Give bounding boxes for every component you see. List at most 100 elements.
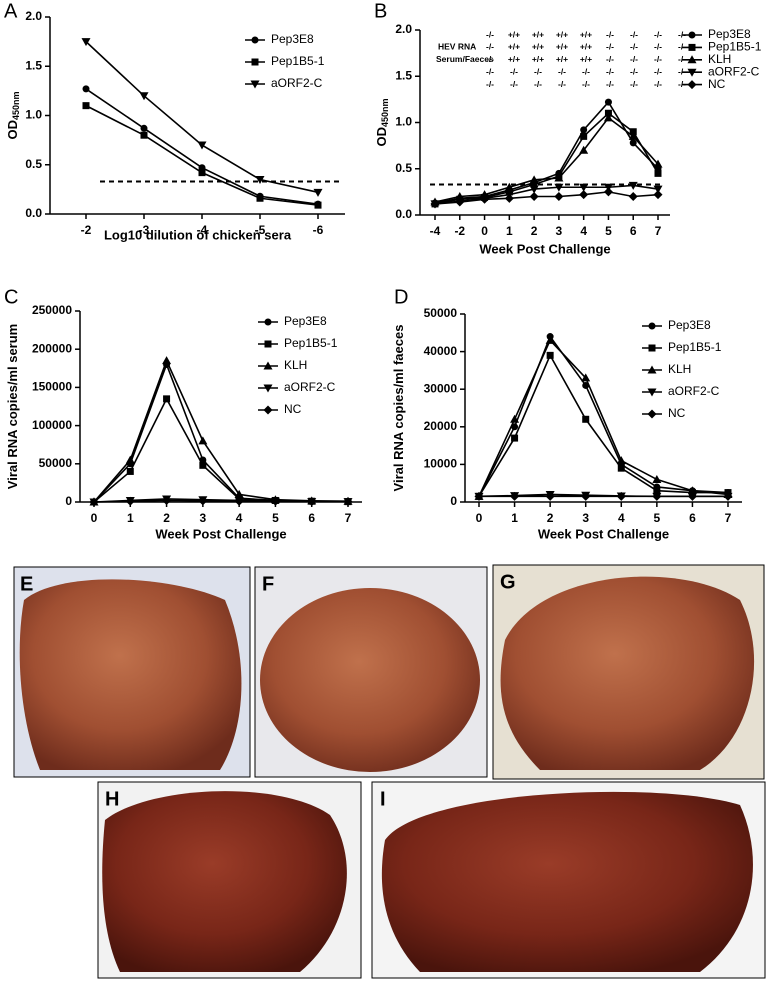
annotation-cell: +/+ <box>508 29 520 39</box>
annotation-cell: -/- <box>486 42 494 52</box>
legend-marker <box>648 322 656 330</box>
data-point <box>529 192 539 201</box>
x-tick-label: -4 <box>430 224 441 238</box>
annotation-cell: -/- <box>630 29 638 39</box>
annotation-cell: +/+ <box>532 29 544 39</box>
x-tick-label: 5 <box>272 511 279 525</box>
data-point <box>604 98 612 106</box>
y-axis-label: OD450nm <box>374 98 390 146</box>
y-tick-label: 50000 <box>424 306 458 320</box>
data-point <box>580 132 588 140</box>
y-axis-label: OD450nm <box>5 91 21 139</box>
data-point <box>455 197 465 207</box>
data-point <box>529 185 539 194</box>
data-point <box>603 113 613 122</box>
annotation-cell: -/- <box>654 42 662 52</box>
y-axis-label-text: Viral RNA copies/ml serum <box>5 324 20 489</box>
annotation-cell: -/- <box>606 66 614 76</box>
data-point <box>256 194 264 202</box>
annotation-cell: +/+ <box>532 54 544 64</box>
x-tick-label: -3 <box>139 223 150 237</box>
data-point <box>139 92 149 101</box>
data-point <box>140 124 148 132</box>
series-line <box>478 338 729 497</box>
data-point <box>199 461 207 469</box>
legend-label: NC <box>708 77 726 91</box>
y-tick-label: 2.0 <box>395 22 412 36</box>
series-line <box>85 104 319 206</box>
annotation-cell: -/- <box>606 79 614 89</box>
x-tick-label: 5 <box>605 224 612 238</box>
x-tick-label: 3 <box>200 511 207 525</box>
annotation-cell: +/+ <box>508 42 520 52</box>
x-axis-label: Log10 dilution of chicken sera <box>104 227 292 242</box>
legend-marker <box>264 318 272 326</box>
legend-label: Pep1B5-1 <box>284 336 338 350</box>
x-tick-label: 6 <box>689 511 696 525</box>
series-line <box>434 184 659 205</box>
annotation-cell: -/- <box>630 42 638 52</box>
annotation-cell: -/- <box>486 79 494 89</box>
data-point <box>604 109 612 117</box>
data-point <box>313 188 323 197</box>
legend-marker <box>647 388 657 397</box>
annotation-cell: +/+ <box>556 42 568 52</box>
data-point <box>270 496 280 506</box>
legend-marker <box>647 409 657 419</box>
annotation-cell: -/- <box>630 66 638 76</box>
x-tick-label: 7 <box>345 511 352 525</box>
data-point <box>530 180 538 188</box>
series-line <box>93 499 348 503</box>
y-axis-label: Viral RNA copies/ml faeces <box>391 325 406 492</box>
y-tick-label: 250000 <box>32 303 72 317</box>
y-tick-label: 10000 <box>424 457 458 471</box>
data-point <box>480 194 490 204</box>
liver-image <box>500 576 755 770</box>
legend-marker <box>263 361 273 370</box>
x-tick-label: 0 <box>476 511 483 525</box>
annotation-cell: +/+ <box>580 42 592 52</box>
annotation-cell: -/- <box>678 79 686 89</box>
photo-label: G <box>500 571 516 593</box>
x-tick-label: 3 <box>556 224 563 238</box>
series-line <box>93 397 349 503</box>
annotation-label: HEV RNA <box>438 42 476 52</box>
data-point <box>652 491 662 501</box>
legend-label: NC <box>284 402 302 416</box>
data-point <box>653 159 663 168</box>
annotation-cell: -/- <box>486 66 494 76</box>
annotation-cell: -/- <box>558 66 566 76</box>
data-point <box>687 486 697 495</box>
annotation-cell: -/- <box>606 42 614 52</box>
series-line <box>93 358 349 503</box>
data-point <box>234 489 244 498</box>
legend-marker <box>263 384 273 393</box>
data-point <box>554 173 564 182</box>
data-point <box>140 131 148 139</box>
legend-marker <box>264 340 272 348</box>
legend-label: Pep3E8 <box>708 27 751 41</box>
data-point <box>162 356 172 365</box>
x-tick-label: 6 <box>630 224 637 238</box>
data-point <box>617 464 625 472</box>
data-point <box>504 182 514 191</box>
data-point <box>430 199 440 209</box>
chart: D 0 10000 20000 30000 40000 50000 0 1 2 3 4 5 6 7 Week … <box>391 286 742 541</box>
legend-label: Pep3E8 <box>284 314 327 328</box>
y-tick-label: 1.5 <box>25 58 42 72</box>
data-point <box>579 183 589 192</box>
series-line <box>478 353 728 497</box>
photo-label: I <box>380 788 386 810</box>
y-tick-label: 1.0 <box>395 115 412 129</box>
annotation-cell: -/- <box>654 54 662 64</box>
data-point <box>628 181 638 190</box>
data-point <box>474 491 484 501</box>
legend-label: KLH <box>284 358 307 372</box>
legend-label: Pep1B5-1 <box>708 40 762 54</box>
y-tick-label: 0.0 <box>395 207 412 221</box>
data-point <box>545 491 555 501</box>
series-line <box>434 191 659 205</box>
legend-marker <box>251 58 259 66</box>
annotation-cell: -/- <box>510 66 518 76</box>
